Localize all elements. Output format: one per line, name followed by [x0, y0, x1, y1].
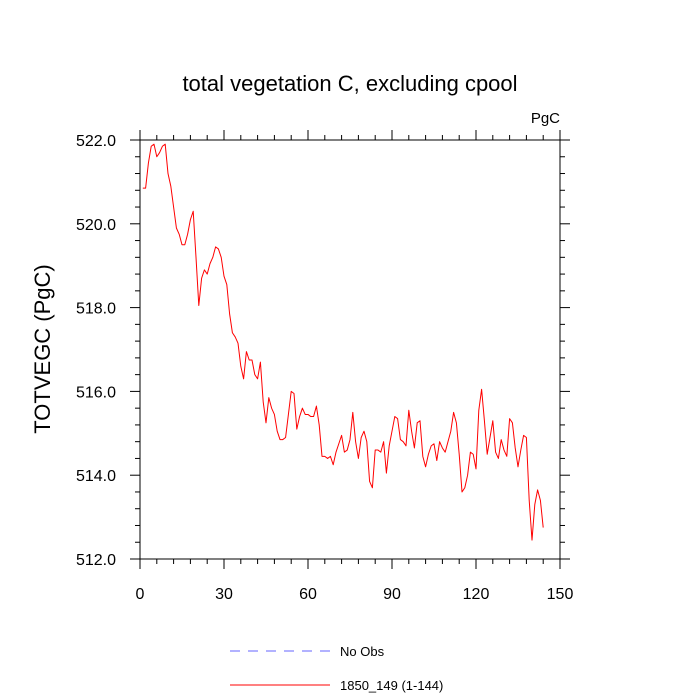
- y-tick-label: 516.0: [76, 384, 116, 401]
- x-tick-label: 120: [463, 586, 490, 603]
- chart-title: total vegetation C, excluding cpool: [182, 71, 517, 96]
- y-axis-label: TOTVEGC (PgC): [30, 264, 55, 434]
- y-tick-label: 520.0: [76, 217, 116, 234]
- x-tick-label: 60: [299, 586, 317, 603]
- y-tick-label: 522.0: [76, 133, 116, 150]
- units-label: PgC: [531, 110, 560, 127]
- series-line: [142, 143, 544, 541]
- x-tick-label: 90: [383, 586, 401, 603]
- x-tick-label: 0: [136, 586, 145, 603]
- legend-label: 1850_149 (1-144): [340, 678, 443, 693]
- y-tick-label: 518.0: [76, 301, 116, 318]
- legend: No Obs 1850_149 (1-144): [230, 644, 443, 693]
- y-tick-label: 512.0: [76, 552, 116, 569]
- x-tick-label: 150: [547, 586, 574, 603]
- legend-label: No Obs: [340, 644, 385, 659]
- ticks-layer: 0 30 60 90 120 150 512.0 514.0 516.0 518.0 520.0 52…: [76, 130, 573, 603]
- x-tick-label: 30: [215, 586, 233, 603]
- plot-frame: [139, 139, 561, 560]
- series-layer: [142, 143, 544, 541]
- y-tick-label: 514.0: [76, 468, 116, 485]
